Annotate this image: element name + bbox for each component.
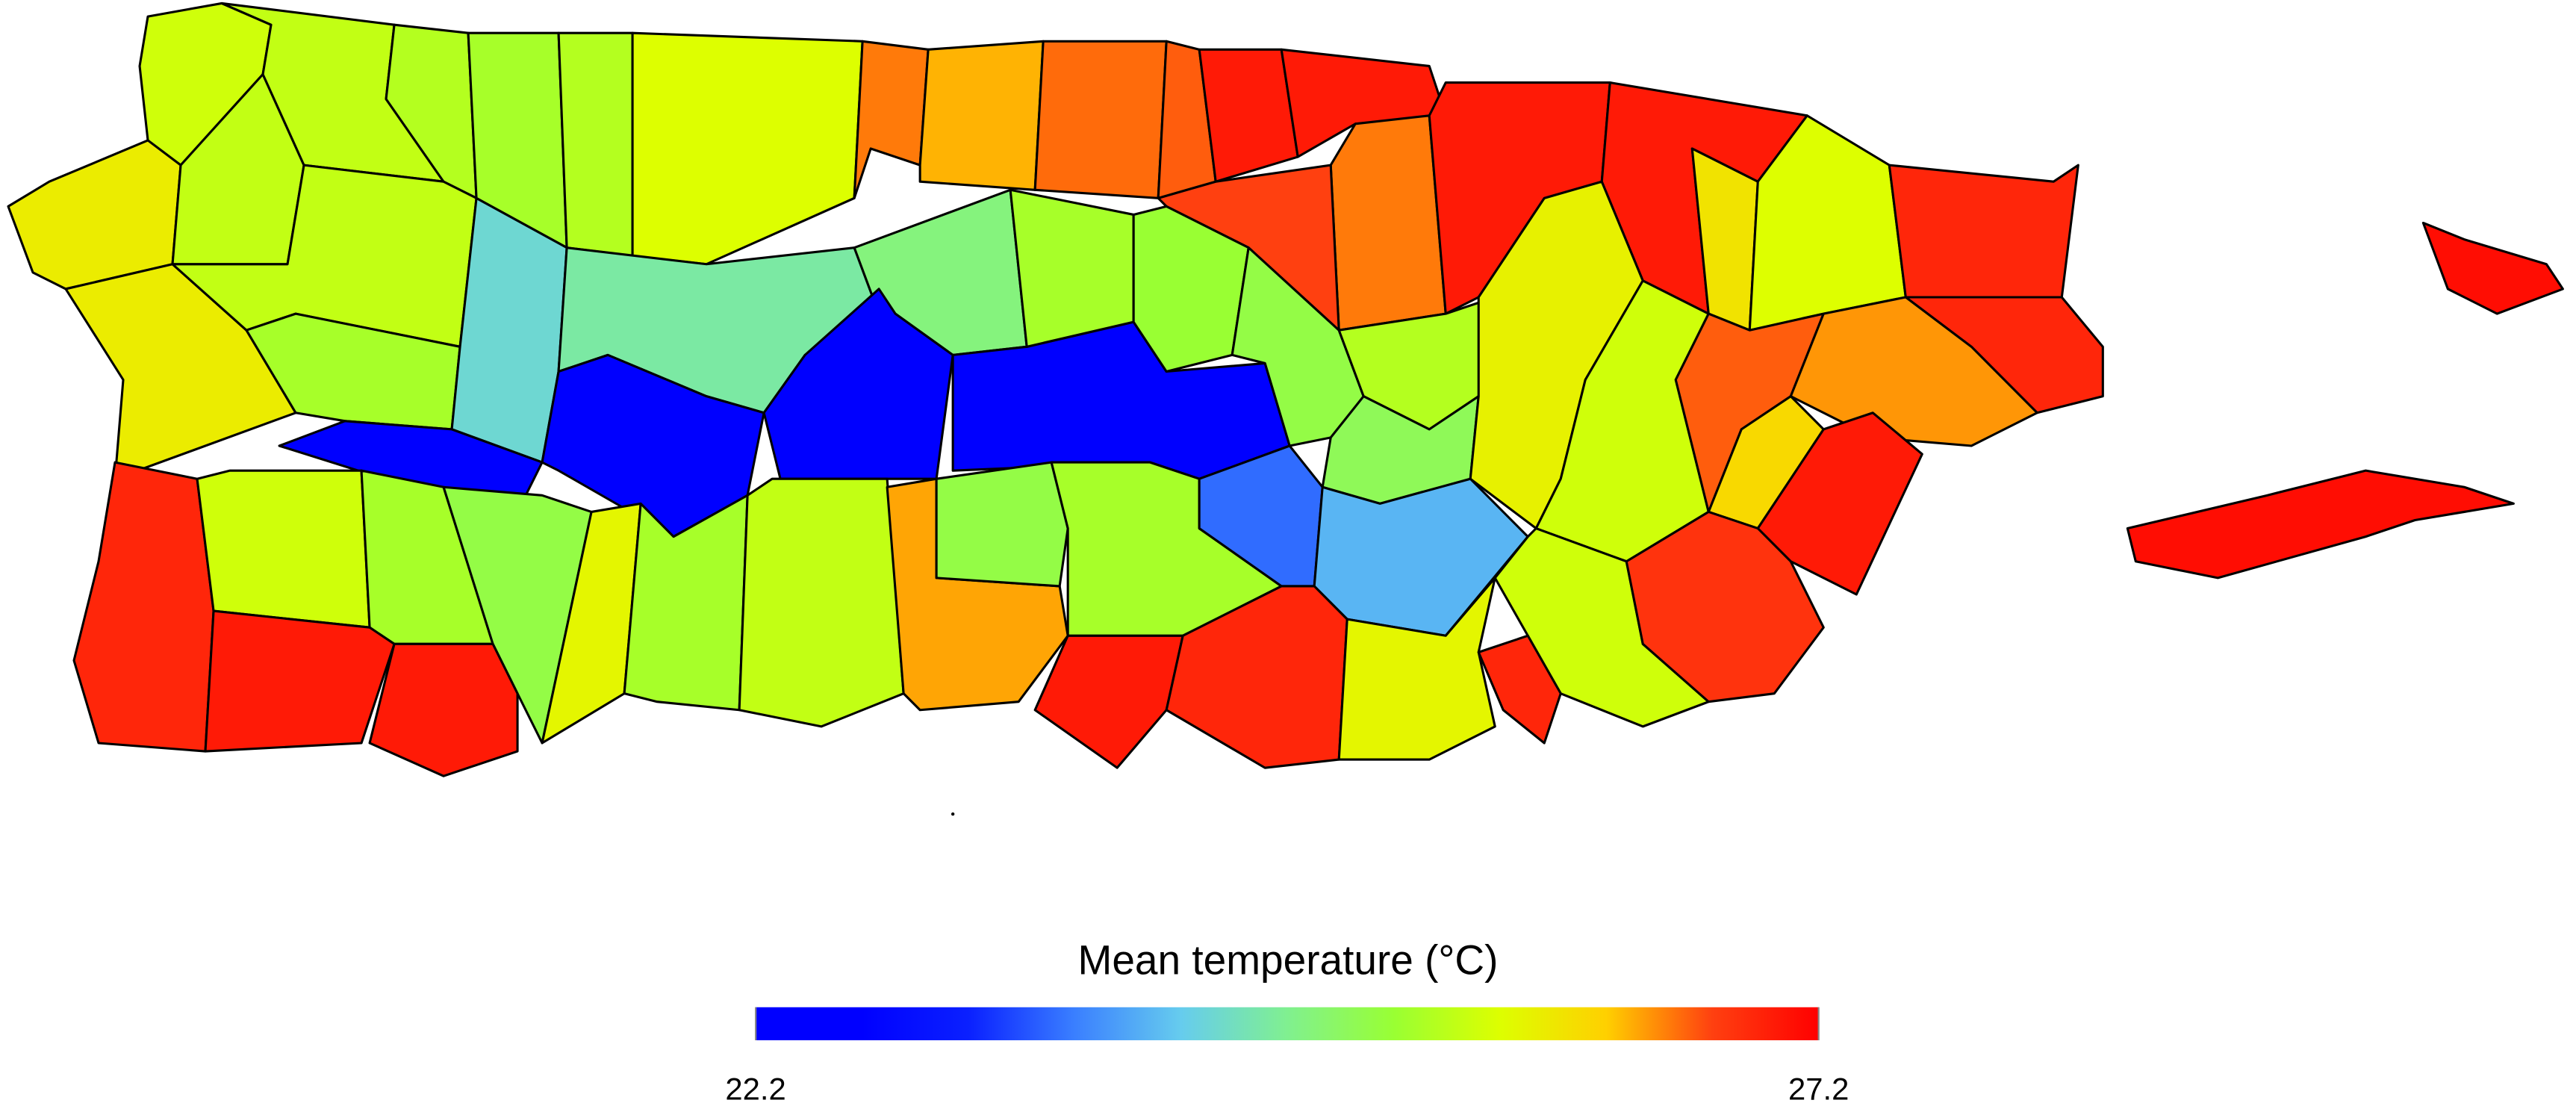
municipality [557, 31, 634, 258]
municipality [204, 609, 396, 753]
tick-label: 27.2 [1788, 1071, 1849, 1103]
legend-title: Mean temperature (°C) [1078, 936, 1499, 983]
municipality [1477, 634, 1562, 745]
municipality [1789, 296, 2038, 447]
municipality [1198, 48, 1299, 183]
municipality [738, 477, 905, 728]
municipalities [7, 1, 2564, 777]
municipality [72, 461, 215, 753]
municipality [935, 461, 1069, 588]
municipality [1313, 477, 1529, 637]
municipality [7, 139, 182, 290]
municipality [853, 40, 930, 199]
municipality [2126, 469, 2515, 580]
color-bar [756, 1007, 1819, 1040]
islet [951, 812, 955, 816]
municipality [631, 31, 864, 266]
municipality [1337, 577, 1496, 761]
municipality [1625, 510, 1825, 703]
municipality [1009, 188, 1135, 348]
municipality [368, 642, 519, 777]
municipality [2421, 221, 2564, 315]
legend: 22.2 27.2 [725, 1007, 1849, 1103]
municipality [1033, 634, 1184, 769]
municipality [196, 469, 371, 629]
municipality [1888, 164, 2079, 299]
municipality [1033, 40, 1168, 199]
municipality [918, 40, 1045, 191]
tick-label: 22.2 [725, 1071, 785, 1103]
municipality [1329, 114, 1447, 332]
